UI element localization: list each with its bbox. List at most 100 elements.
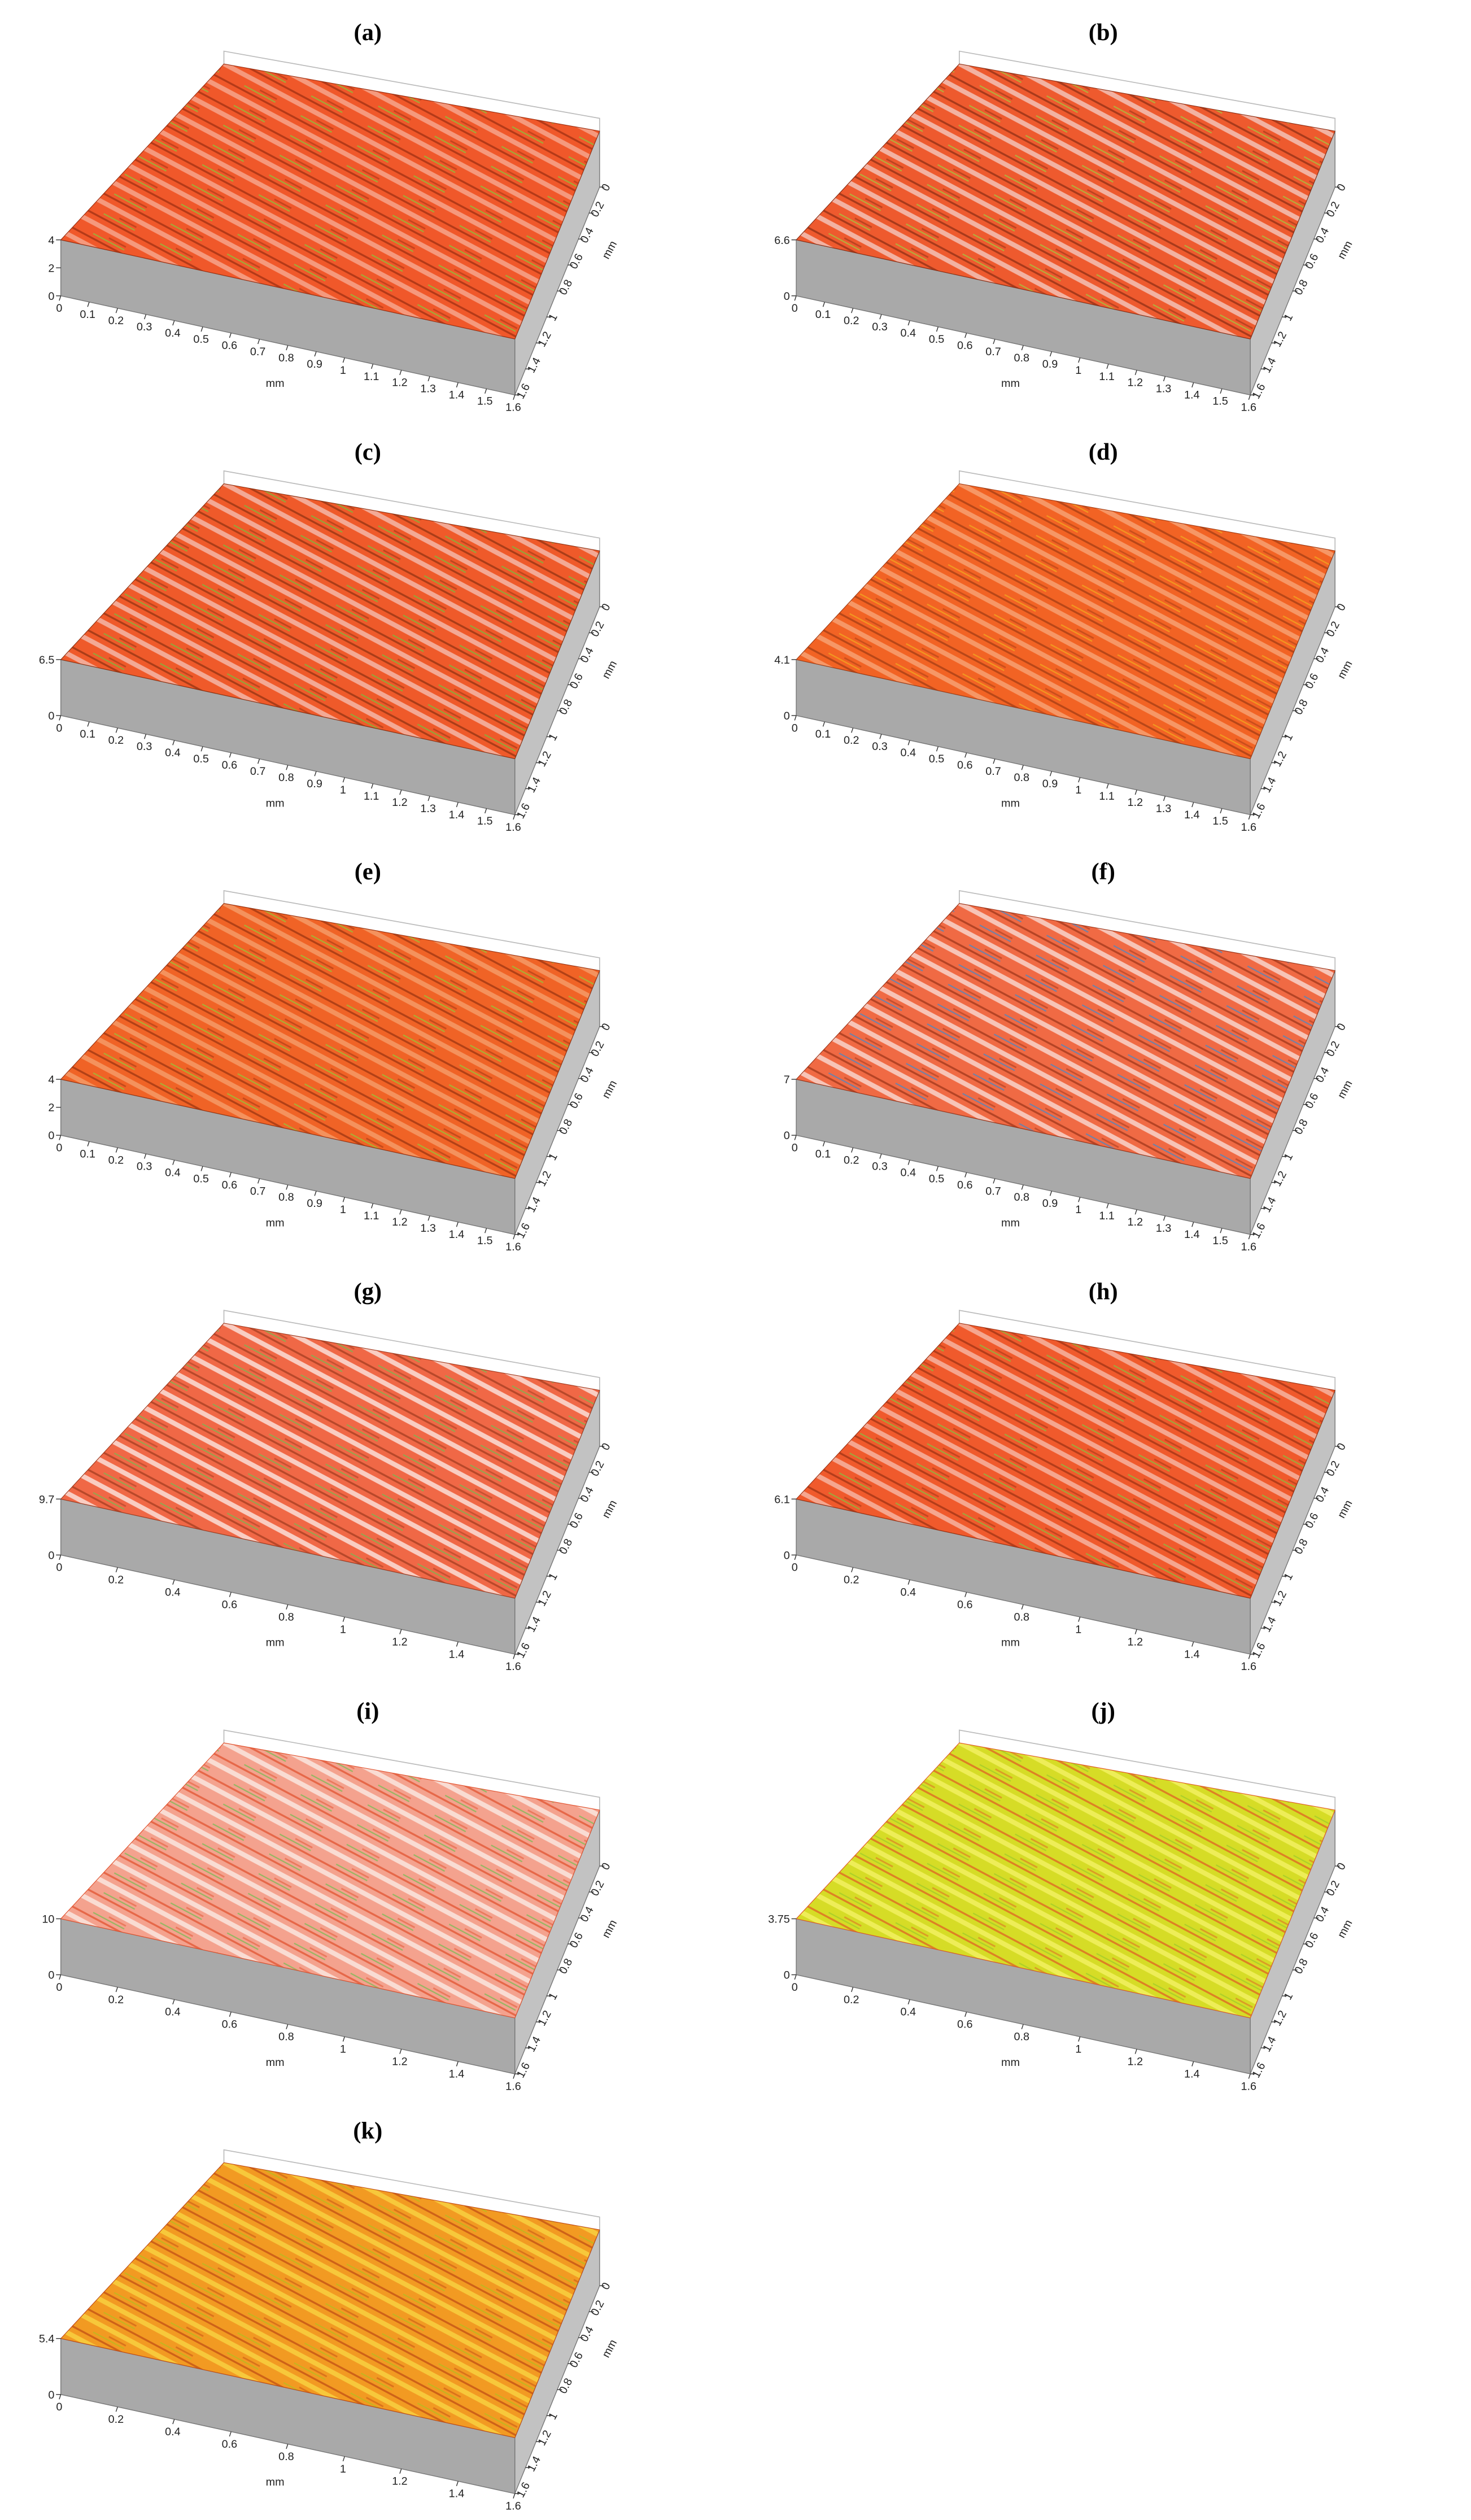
x-tick — [1078, 1616, 1081, 1622]
x-tick — [1049, 351, 1053, 357]
x-axis-unit: mm — [1001, 2056, 1020, 2069]
x-tick-label: 1.2 — [392, 2056, 408, 2068]
x-tick-label: 0 — [792, 722, 798, 734]
x-tick-label: 1.2 — [1128, 2056, 1143, 2068]
x-tick — [286, 1604, 289, 1610]
x-tick — [936, 746, 939, 752]
x-tick — [993, 1178, 996, 1184]
x-tick-label: 0.6 — [222, 2018, 238, 2031]
x-tick-label: 1 — [340, 784, 346, 796]
x-tick — [879, 1153, 882, 1159]
surface — [60, 1742, 600, 2018]
y-axis-unit: mm — [1335, 1078, 1355, 1100]
x-tick — [907, 740, 910, 745]
x-tick-label: 0.2 — [108, 315, 124, 327]
x-tick — [907, 1159, 910, 1165]
x-tick — [115, 1567, 118, 1573]
y-tick-label: 0 — [1334, 601, 1348, 613]
x-tick — [851, 308, 854, 313]
x-tick-label: 1.3 — [420, 383, 436, 395]
x-tick-label: 0.1 — [80, 728, 95, 740]
x-tick — [936, 1166, 939, 1171]
x-tick — [1134, 1209, 1137, 1215]
panel-label: (g) — [354, 1278, 382, 1305]
x-tick-label: 0.2 — [844, 734, 859, 747]
x-tick-label: 0.8 — [278, 2451, 294, 2463]
x-tick — [993, 339, 996, 345]
x-tick — [513, 1234, 516, 1240]
z-tick-label: 3.75 — [768, 1913, 790, 1926]
x-tick-label: 0.9 — [1042, 1197, 1058, 1210]
y-axis-unit: mm — [600, 1498, 619, 1520]
x-tick-label: 1.6 — [505, 2500, 521, 2513]
x-tick-label: 1 — [1075, 784, 1081, 796]
x-tick — [822, 1141, 826, 1146]
x-tick-label: 0.9 — [307, 358, 322, 370]
x-tick-label: 0.8 — [1014, 1191, 1030, 1204]
y-tick-label: 1 — [546, 1991, 560, 2002]
x-tick — [822, 721, 826, 727]
x-tick — [286, 1184, 289, 1190]
x-tick-label: 1.4 — [449, 1648, 465, 1660]
x-tick — [143, 1153, 147, 1159]
x-tick-label: 0.8 — [278, 1611, 294, 1623]
x-tick — [1021, 345, 1024, 351]
x-tick-label: 1.1 — [364, 1210, 379, 1222]
x-tick-label: 1.2 — [1128, 1636, 1143, 1648]
x-tick-label: 1.3 — [1156, 383, 1172, 395]
x-tick-label: 1.3 — [1156, 803, 1172, 815]
x-tick-label: 1.4 — [449, 809, 465, 821]
x-tick — [1220, 808, 1223, 814]
x-tick — [229, 333, 232, 338]
x-tick-label: 0.8 — [278, 771, 294, 784]
x-tick — [1021, 765, 1024, 770]
x-tick-label: 1.4 — [449, 2068, 465, 2080]
x-tick — [936, 326, 939, 332]
panel: (k)5.4000.20.40.60.811.21.41.6mm00.20.40… — [39, 2118, 619, 2513]
x-tick — [879, 734, 882, 739]
x-tick-label: 1.4 — [1184, 2068, 1200, 2080]
y-tick-label: 0 — [1334, 1021, 1348, 1032]
x-tick-label: 0.2 — [844, 315, 859, 327]
x-tick — [1191, 1641, 1194, 1647]
x-tick — [115, 2406, 118, 2412]
x-tick — [1248, 395, 1251, 400]
x-axis-unit: mm — [266, 1217, 285, 1230]
x-tick — [229, 752, 232, 758]
surface — [60, 1323, 600, 1599]
y-tick-label: 1 — [546, 731, 560, 743]
x-tick-label: 1.5 — [1212, 395, 1228, 408]
x-tick-label: 0.8 — [1014, 1611, 1030, 1623]
x-tick — [1049, 1191, 1053, 1196]
panel-label: (f) — [1091, 858, 1115, 885]
x-tick — [851, 1567, 854, 1573]
x-tick-label: 0.8 — [1014, 352, 1030, 364]
x-tick — [456, 2061, 459, 2066]
x-tick-label: 1.3 — [1156, 1222, 1172, 1235]
x-tick — [794, 1135, 797, 1140]
panel: (b)6.600 0.1 0.2 0.3 0.4 0.5 0.6 0.7 0.8 0.9 1 1.1 1… — [774, 19, 1355, 414]
x-tick — [851, 727, 854, 733]
y-axis-unit: mm — [600, 1918, 619, 1940]
x-tick-label: 1.1 — [1099, 790, 1115, 803]
x-tick — [1248, 2073, 1251, 2079]
x-tick-label: 1.2 — [392, 1216, 408, 1228]
x-tick — [200, 326, 203, 332]
panel-label: (a) — [354, 19, 382, 46]
x-tick-label: 0.3 — [872, 1160, 888, 1172]
x-tick — [172, 740, 175, 745]
x-axis-unit: mm — [266, 2476, 285, 2488]
x-axis-unit: mm — [266, 2056, 285, 2069]
x-tick-label: 1.6 — [505, 2080, 521, 2092]
x-tick — [794, 1555, 797, 1560]
x-tick — [172, 1159, 175, 1165]
y-tick-label: 0 — [599, 1441, 613, 1453]
x-tick — [427, 1215, 430, 1221]
x-tick — [964, 333, 967, 338]
x-tick — [1021, 2024, 1024, 2030]
x-tick-label: 0 — [56, 722, 62, 734]
x-tick-label: 0.1 — [815, 308, 831, 321]
x-tick-label: 0.6 — [957, 1598, 973, 1611]
x-tick-label: 0.4 — [901, 1586, 916, 1599]
